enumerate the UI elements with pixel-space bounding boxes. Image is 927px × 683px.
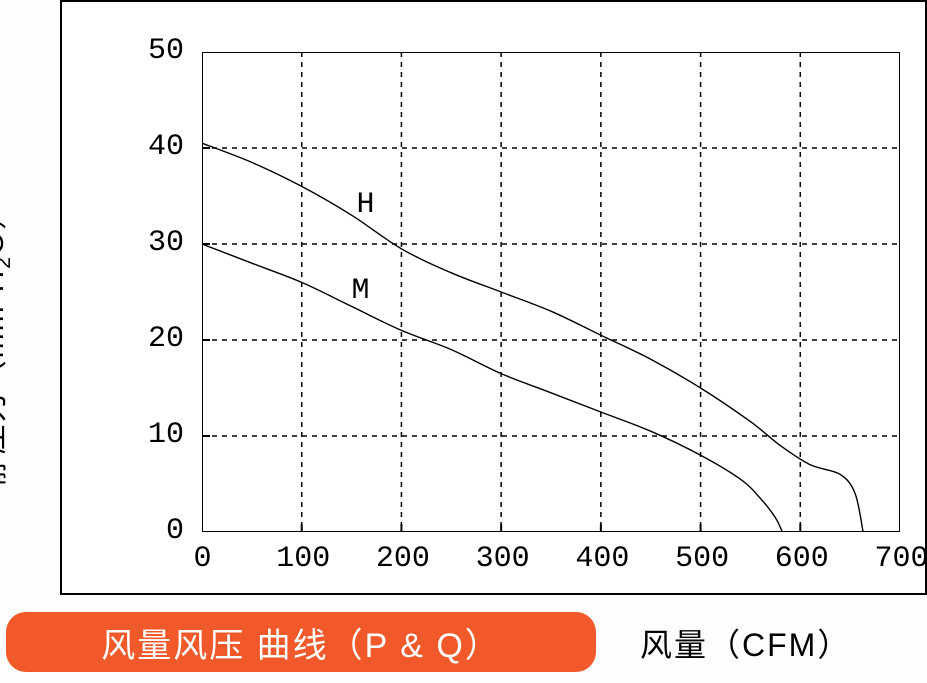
y-axis-label-pre: 静压力（mm-H: [0, 268, 10, 486]
x-tick-label: 200: [376, 542, 430, 576]
title-banner-text: 风量风压 曲线（P & Q）: [101, 618, 501, 667]
x-tick-label: 300: [476, 542, 530, 576]
x-tick-label: 100: [276, 542, 330, 576]
y-tick-label: 0: [166, 514, 184, 548]
plot-area: HM: [202, 52, 900, 532]
x-axis-label: 风量（CFM）: [640, 620, 851, 666]
title-banner: 风量风压 曲线（P & Q）: [6, 612, 596, 672]
x-tick-label: 500: [675, 542, 729, 576]
y-axis-label: 静压力（mm-H2O）: [0, 197, 16, 486]
y-axis-label-post: O）: [0, 197, 10, 254]
plot-svg: [202, 52, 900, 532]
x-tick-label: 400: [575, 542, 629, 576]
y-tick-label: 10: [148, 418, 184, 452]
y-axis-label-sub: 2: [0, 255, 15, 269]
chart-frame: HM 010203040500100200300400500600700: [60, 0, 927, 595]
x-tick-label: 600: [775, 542, 829, 576]
y-tick-label: 20: [148, 322, 184, 356]
bottom-row: 风量风压 曲线（P & Q） 风量（CFM）: [0, 610, 927, 675]
y-tick-label: 40: [148, 130, 184, 164]
y-tick-label: 50: [148, 34, 184, 68]
series-label-M: M: [352, 274, 370, 308]
x-tick-label: 700: [875, 542, 927, 576]
series-label-H: H: [357, 188, 375, 222]
x-tick-label: 0: [194, 542, 212, 576]
y-tick-label: 30: [148, 226, 184, 260]
